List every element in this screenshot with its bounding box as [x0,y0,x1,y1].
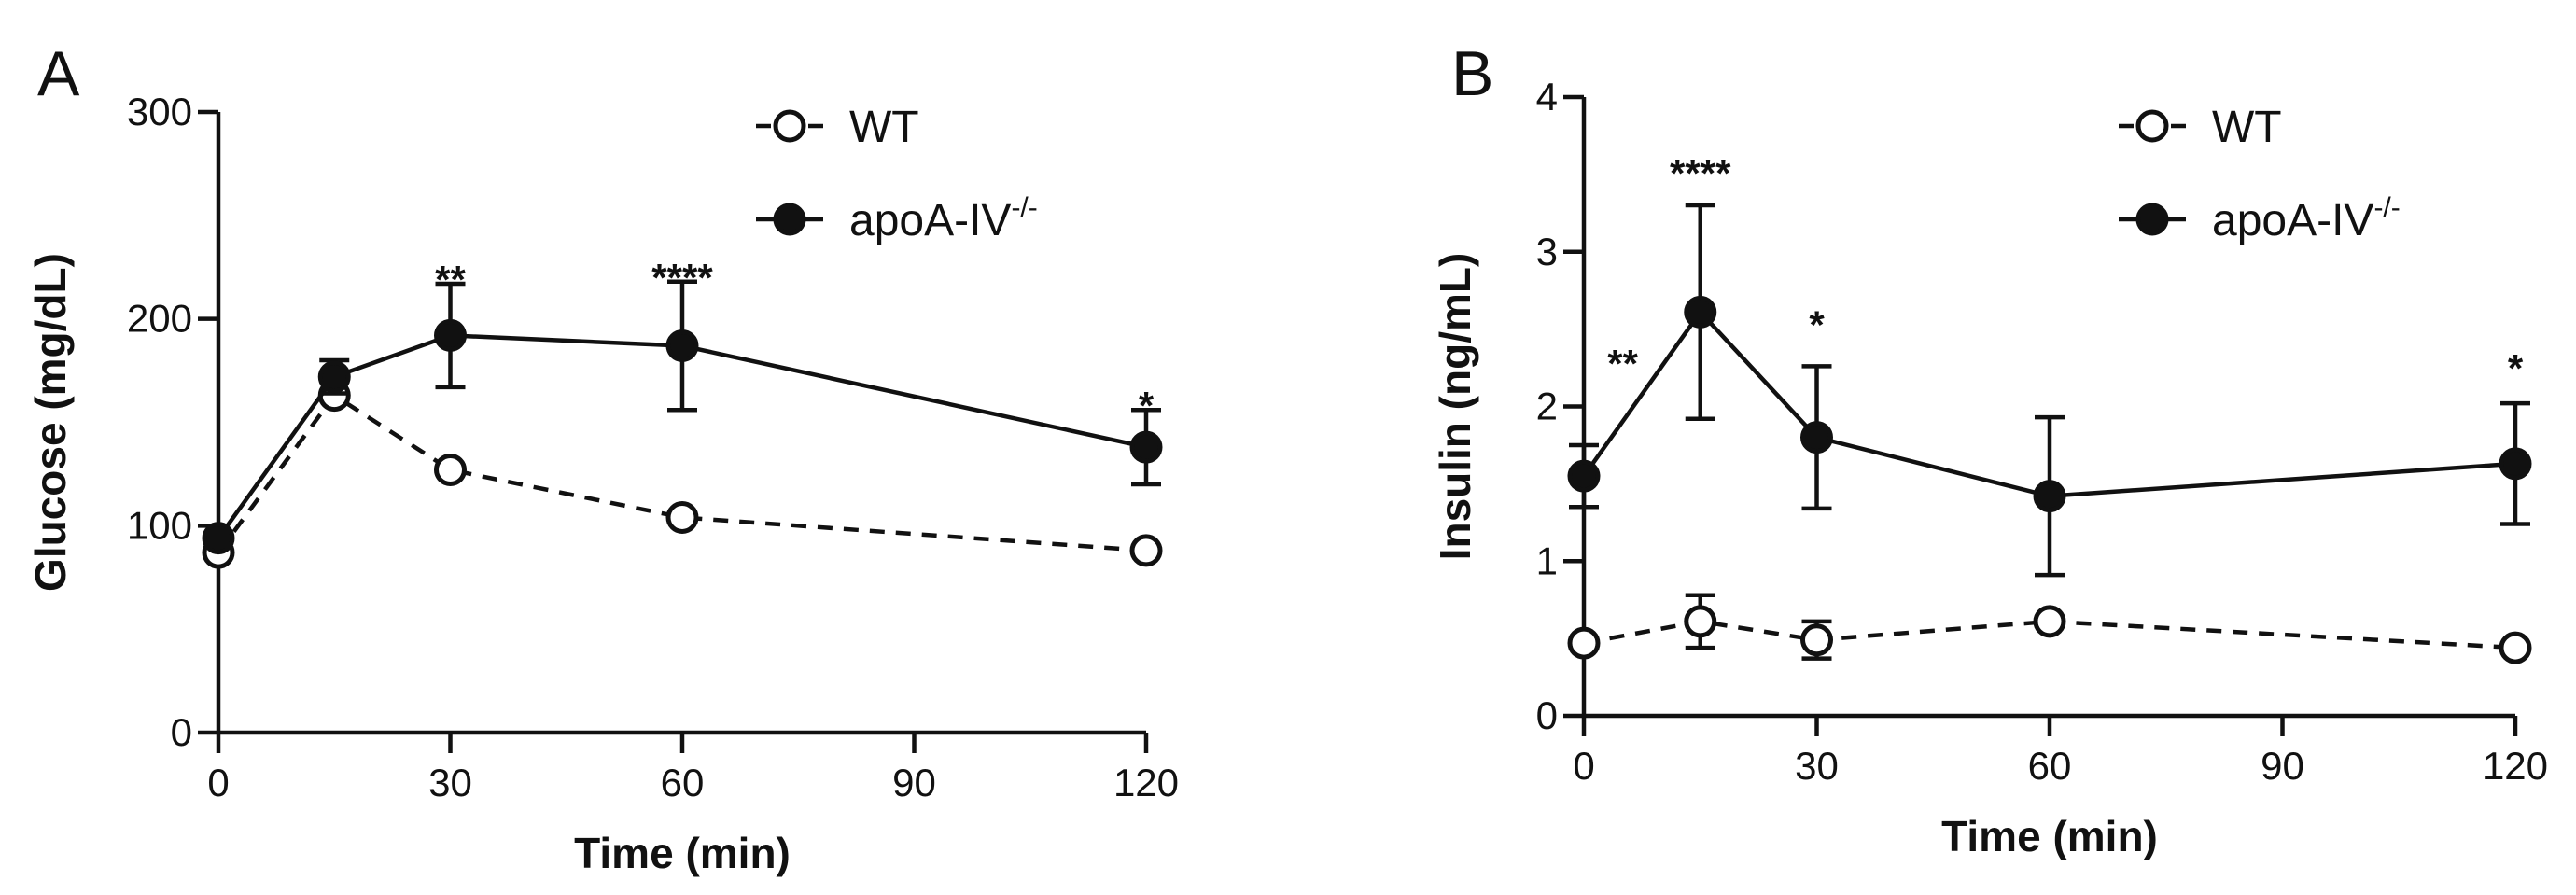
panel-b-significance-label: * [2508,346,2524,390]
panel-a-x-tick-label: 60 [661,761,705,804]
panel-b-legend-item-apoa-iv: apoA-IV-/- [2119,192,2401,245]
panel-a-significance-label: **** [651,256,713,300]
panel-b-legend-item-wt: WT [2119,103,2282,152]
panel-b-series-wt [1567,593,2532,664]
panel-b-series-wt-point [2499,631,2532,664]
panel-a-significance-label: ** [435,258,466,301]
panel-b: B 0 1 2 3 4 0 30 60 90 120 Time (min) Insulin (ng/mL… [1431,38,2548,860]
panel-b-x-tick-label: 120 [2483,744,2548,788]
panel-b-significance-label: **** [1670,151,1731,195]
panel-b-series-wt-point [1800,623,1833,657]
panel-b-series-wt-point [1684,605,1717,638]
panel-b-x-tick-label: 0 [1573,744,1594,788]
panel-a-y-axis-title: Glucose (mg/dL) [26,253,75,592]
panel-a-x-tick-label: 30 [428,761,472,804]
panel-a-series-apoa-iv-point [1129,430,1163,464]
panel-b-legend: WT apoA-IV-/- [2119,103,2401,245]
panel-b-y-tick-label: 0 [1536,693,1558,737]
panel-b-legend-superscript: -/- [2373,192,2400,223]
panel-a-legend-marker [773,109,806,143]
panel-a-y-tick-label: 200 [127,297,192,341]
panel-b-x-tick-label: 90 [2261,744,2304,788]
panel-a-significance-label: * [1139,384,1155,427]
panel-a: A 0 100 200 300 0 30 60 90 120 Time (min) Glucose (… [26,38,1179,877]
panel-a-series-apoa-iv-point [202,522,235,555]
panel-b-legend-marker [2135,109,2169,143]
panel-a-y-tick-label: 100 [127,503,192,547]
panel-a-y-tick-label: 0 [171,710,192,754]
panel-a-series-wt-point [434,453,467,486]
panel-a-y-tick-label: 300 [127,90,192,133]
panel-a-legend: WT apoA-IV-/- [756,103,1038,245]
panel-b-y-axis-title: Insulin (ng/mL) [1431,253,1479,561]
panel-a-legend-marker [773,203,806,236]
panel-b-legend-label: apoA-IV-/- [2212,192,2401,245]
panel-a-x-tick-label: 90 [892,761,936,804]
panel-b-y-tick-label: 4 [1536,75,1558,119]
panel-b-legend-label: WT [2212,103,2282,152]
panel-a-series-wt-point [1129,534,1163,567]
panel-b-letter: B [1451,38,1493,109]
panel-b-series-apoa-iv [1567,203,2532,578]
panel-a-series-wt-point [665,500,699,534]
panel-b-x-axis-title: Time (min) [1941,812,2158,860]
panel-b-series-apoa-iv-point [1567,459,1601,493]
panel-b-y-tick-label: 1 [1536,538,1558,582]
panel-b-x-tick-label: 30 [1795,744,1839,788]
panel-b-y-tick-label: 3 [1536,230,1558,273]
panel-b-series-apoa-iv-point [2033,480,2066,513]
panel-a-legend-item-wt: WT [756,103,919,152]
panel-b-legend-marker [2135,203,2169,236]
panel-a-legend-label: apoA-IV-/- [849,192,1038,245]
panel-b-series-apoa-iv-point [1800,421,1833,454]
panel-a-series-apoa-iv [202,279,1163,555]
panel-a-series-apoa-iv-point [665,329,699,362]
panel-b-significance-label: ** [1607,342,1638,385]
panel-a-series-apoa-iv-point [434,318,467,352]
panel-b-series-apoa-iv-point [2499,447,2532,481]
panel-b-significance-label: * [1809,303,1825,347]
panel-b-series-apoa-iv-point [1684,295,1717,329]
panel-a-series-apoa-iv-point [317,360,351,394]
panel-a-legend-label: WT [849,103,919,152]
panel-a-x-tick-label: 0 [207,761,229,804]
panel-b-series-wt-point [2033,605,2066,638]
panel-a-letter: A [37,38,80,109]
panel-a-x-axis-title: Time (min) [574,829,791,877]
panel-b-x-tick-label: 60 [2028,744,2072,788]
panel-b-series-wt-point [1567,626,1601,660]
panel-a-legend-superscript: -/- [1011,192,1037,223]
panel-b-y-tick-label: 2 [1536,385,1558,428]
panel-a-legend-item-apoa-iv: apoA-IV-/- [756,192,1038,245]
panel-a-x-tick-label: 120 [1113,761,1179,804]
